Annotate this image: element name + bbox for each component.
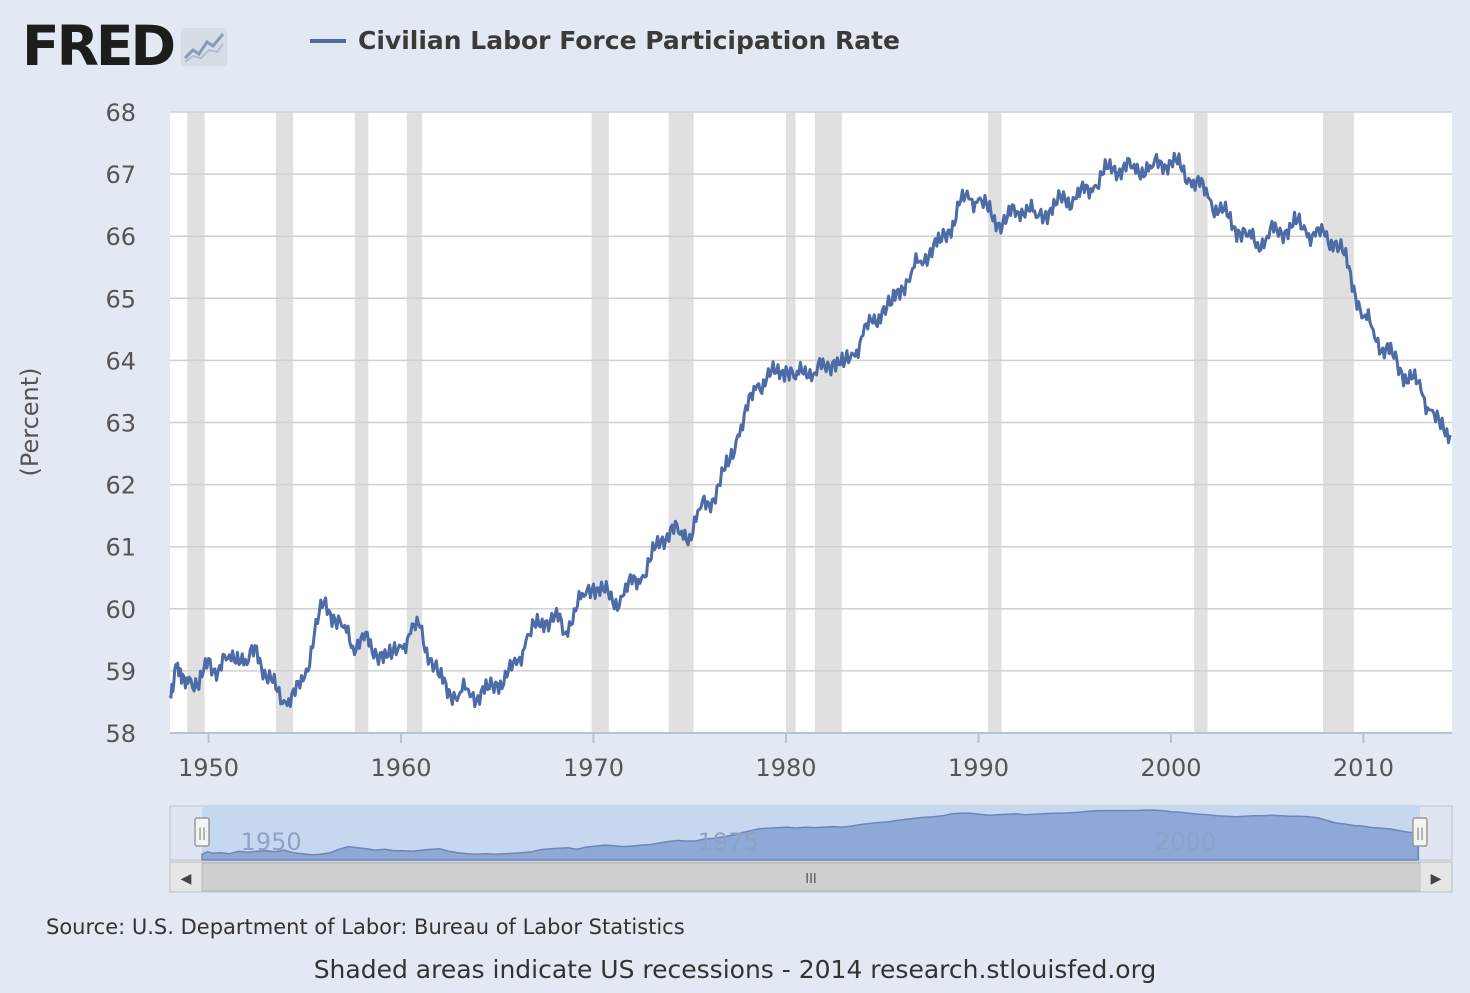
y-tick-label: 58 — [105, 720, 136, 748]
legend-series-label: Civilian Labor Force Participation Rate — [358, 26, 900, 55]
y-tick-label: 68 — [105, 99, 136, 127]
scroll-right-arrow-icon: ▶ — [1431, 871, 1442, 887]
logo-text: FRED — [22, 13, 176, 78]
series-line-participation-rate — [168, 151, 1452, 709]
x-tick-label: 2010 — [1333, 754, 1394, 782]
y-tick-labels: 58 59 60 61 62 63 64 65 66 67 68 — [105, 99, 136, 748]
x-tick-label: 2000 — [1140, 754, 1201, 782]
x-tick-label: 1980 — [755, 754, 816, 782]
logo-chart-icon — [181, 28, 228, 66]
y-tick-label: 61 — [105, 534, 136, 562]
y-tick-label: 66 — [105, 223, 136, 251]
y-tick-label: 67 — [105, 161, 136, 189]
series-layer — [168, 151, 1452, 709]
navigator-series-area — [201, 809, 1419, 861]
grid-layer — [170, 111, 1452, 734]
scroll-left-arrow-icon: ◀ — [181, 871, 192, 887]
scroll-left-button[interactable] — [169, 861, 203, 893]
x-tick-label: 1990 — [948, 754, 1009, 782]
x-tick-label: 1960 — [370, 754, 431, 782]
y-tick-label: 63 — [105, 410, 136, 438]
navigator-handle-right[interactable] — [1412, 817, 1428, 847]
navigator-year-label: 1975 — [698, 828, 759, 856]
chart-legend[interactable]: Civilian Labor Force Participation Rate — [310, 26, 900, 55]
y-tick-label: 65 — [105, 285, 136, 313]
y-tick-label: 60 — [105, 596, 136, 624]
navigator-handle-left[interactable] — [194, 817, 210, 847]
x-tick-label: 1970 — [563, 754, 624, 782]
y-tick-label: 64 — [105, 347, 136, 375]
legend-swatch — [310, 38, 346, 43]
handle-grip-glyph: || — [198, 826, 206, 840]
handle-grip-glyph: || — [1416, 826, 1424, 840]
y-tick-label: 59 — [105, 658, 136, 686]
navigator: 1950 1975 2000 || || ◀ ▶ III — [169, 805, 1453, 893]
x-tick-labels: 1950 1960 1970 1980 1990 2000 2010 — [178, 733, 1394, 782]
fred-logo[interactable]: FRED — [22, 16, 229, 76]
source-note: Source: U.S. Department of Labor: Bureau… — [46, 915, 685, 939]
footer-note: Shaded areas indicate US recessions - 20… — [313, 955, 1157, 984]
y-tick-label: 62 — [105, 472, 136, 500]
scrollbar-grip-icon: III — [805, 872, 817, 887]
scroll-right-button[interactable] — [1419, 861, 1453, 893]
x-tick-label: 1950 — [178, 754, 239, 782]
navigator-year-label: 2000 — [1155, 828, 1216, 856]
navigator-year-label: 1950 — [241, 828, 302, 856]
